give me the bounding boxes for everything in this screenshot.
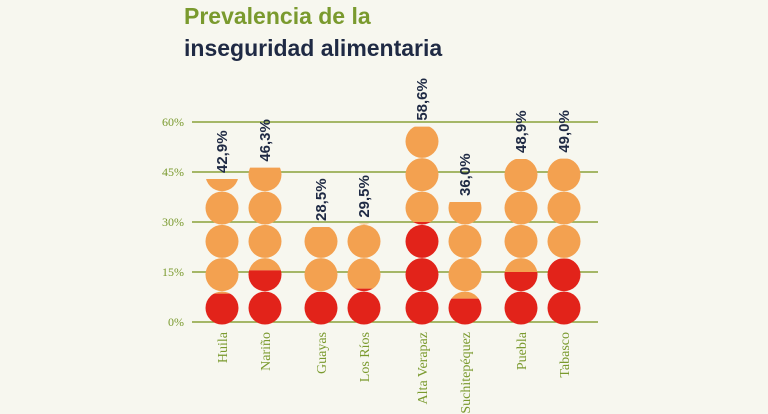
severe-segment — [504, 272, 538, 325]
category-label: Suchitepéquez — [459, 332, 474, 414]
value-label: 28,5% — [313, 178, 330, 221]
bar-alta-verapaz — [405, 126, 439, 325]
value-label: 49,0% — [556, 110, 573, 153]
moderate-segment — [448, 202, 482, 299]
y-tick-label: 60% — [162, 115, 184, 129]
severe-segment — [205, 293, 239, 325]
value-label: 58,6% — [414, 78, 431, 121]
category-label: Puebla — [515, 331, 530, 370]
value-label: 36,0% — [457, 153, 474, 196]
value-label: 48,9% — [513, 110, 530, 153]
category-label: Los Ríos — [358, 332, 373, 382]
category-labels: Huila Nariño Guayas Los Ríos Alta Verapaz Suc… — [216, 331, 573, 413]
title-line-2: inseguridad alimentaria — [184, 35, 443, 61]
severe-segment — [547, 258, 581, 325]
category-label: Nariño — [259, 332, 274, 371]
value-label: 42,9% — [214, 130, 231, 173]
y-tick-label: 45% — [162, 165, 184, 179]
y-tick-label: 0% — [168, 315, 184, 329]
severe-segment — [248, 270, 282, 325]
y-tick-label: 15% — [162, 265, 184, 279]
category-label: Tabasco — [558, 332, 573, 378]
severe-segment — [347, 288, 381, 325]
moderate-segment — [347, 223, 381, 289]
y-tick-label: 30% — [162, 215, 184, 229]
bar-los-ríos — [347, 223, 381, 325]
category-label: Alta Verapaz — [416, 332, 431, 404]
value-label: 29,5% — [356, 175, 373, 218]
bar-suchitepéquez — [448, 202, 482, 325]
category-label: Huila — [216, 331, 231, 363]
value-labels: 42,9% 46,3% 28,5% 29,5% 58,6% 36,0% 48,9% 49,0% — [214, 78, 573, 221]
moderate-segment — [547, 158, 581, 259]
title-line-1: Prevalencia de la — [184, 3, 371, 29]
moderate-segment — [205, 179, 239, 294]
y-tick-labels: 0% 15% 30% 45% 60% — [162, 115, 184, 329]
severe-segment — [448, 298, 482, 325]
severe-segment — [304, 292, 338, 325]
bar-guayas — [304, 227, 338, 325]
moderate-segment — [405, 126, 439, 222]
moderate-segment — [248, 167, 282, 271]
chart-title: Prevalencia de la inseguridad alimentari… — [184, 0, 442, 64]
bar-puebla — [504, 159, 538, 325]
grid-lines — [192, 121, 598, 323]
severe-segment — [405, 222, 439, 325]
moderate-segment — [504, 159, 538, 272]
moderate-segment — [304, 227, 338, 292]
bar-huila — [205, 179, 239, 325]
bar-tabasco — [547, 158, 581, 325]
category-label: Guayas — [315, 332, 330, 374]
bars — [205, 126, 581, 325]
value-label: 46,3% — [257, 119, 274, 162]
bar-nariño — [248, 167, 282, 325]
